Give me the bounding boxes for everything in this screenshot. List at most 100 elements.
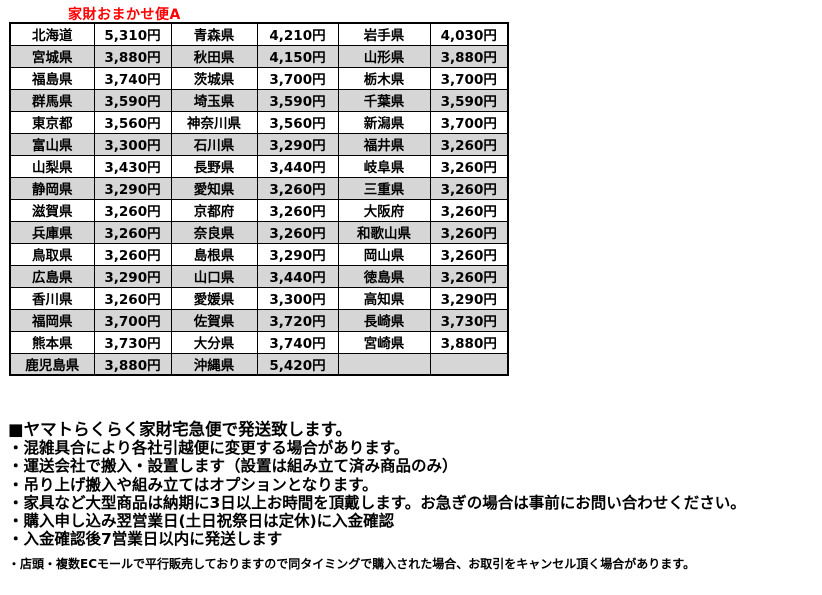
table-row: 福岡県 3,700円 佐賀県 3,720円 長崎県 3,730円: [9, 308, 509, 332]
prefecture-cell: 福井県: [337, 132, 431, 156]
price-cell: 3,260円: [256, 220, 339, 244]
price-cell: 3,700円: [429, 110, 509, 134]
price-cell: 3,730円: [93, 330, 172, 354]
shipping-method-headline: ■ヤマトらくらく家財宅急便で発送致します。: [8, 420, 352, 439]
price-cell: 3,260円: [256, 176, 339, 200]
prefecture-cell: 岩手県: [337, 22, 431, 46]
price-cell: 3,720円: [256, 308, 339, 332]
price-cell: 3,260円: [429, 132, 509, 156]
price-cell: 3,700円: [429, 66, 509, 90]
price-cell: 3,260円: [429, 198, 509, 222]
price-cell: 3,740円: [93, 66, 172, 90]
table-row: 富山県 3,300円 石川県 3,290円 福井県 3,260円: [9, 132, 509, 156]
price-cell: 3,290円: [256, 242, 339, 266]
prefecture-cell: 山梨県: [9, 154, 95, 178]
price-cell: 3,260円: [93, 198, 172, 222]
prefecture-cell: 群馬県: [9, 88, 95, 112]
prefecture-cell: 北海道: [9, 22, 95, 46]
price-cell: 3,260円: [93, 220, 172, 244]
prefecture-cell: 青森県: [170, 22, 258, 46]
prefecture-cell: 富山県: [9, 132, 95, 156]
cancellation-disclaimer: ・店頭・複数ECモールで平行販売しておりますので同タイミングで購入された場合、お…: [8, 557, 696, 571]
price-cell: 3,290円: [429, 286, 509, 310]
prefecture-cell: 福島県: [9, 66, 95, 90]
price-cell: 5,310円: [93, 22, 172, 46]
price-cell: 3,700円: [93, 308, 172, 332]
prefecture-cell: 岐阜県: [337, 154, 431, 178]
price-cell: 3,260円: [93, 242, 172, 266]
prefecture-cell: 三重県: [337, 176, 431, 200]
note-line: ・家具など大型商品は納期に3日以上お時間を頂戴します。お急ぎの場合は事前にお問い…: [8, 493, 746, 512]
price-cell: 3,700円: [256, 66, 339, 90]
prefecture-cell: 山形県: [337, 44, 431, 68]
prefecture-cell: 東京都: [9, 110, 95, 134]
prefecture-cell: 福岡県: [9, 308, 95, 332]
note-line: ・混雑具合により各社引越便に変更する場合があります。: [8, 439, 410, 457]
prefecture-cell: 香川県: [9, 286, 95, 310]
table-row: 群馬県 3,590円 埼玉県 3,590円 千葉県 3,590円: [9, 88, 509, 112]
price-cell: 4,150円: [256, 44, 339, 68]
price-cell: 3,440円: [256, 154, 339, 178]
price-cell: 3,590円: [256, 88, 339, 112]
prefecture-cell: 島根県: [170, 242, 258, 266]
prefecture-cell: 兵庫県: [9, 220, 95, 244]
price-cell: 3,290円: [93, 264, 172, 288]
price-cell: 3,880円: [429, 330, 509, 354]
prefecture-cell: 大阪府: [337, 198, 431, 222]
price-cell: 3,440円: [256, 264, 339, 288]
prefecture-cell: 神奈川県: [170, 110, 258, 134]
table-row: 北海道 5,310円 青森県 4,210円 岩手県 4,030円: [9, 22, 509, 46]
table-row: 宮城県 3,880円 秋田県 4,150円 山形県 3,880円: [9, 44, 509, 68]
prefecture-cell: 埼玉県: [170, 88, 258, 112]
table-row: 鹿児島県 3,880円 沖縄県 5,420円: [9, 352, 509, 376]
price-cell: 4,210円: [256, 22, 339, 46]
price-cell: 3,590円: [429, 88, 509, 112]
prefecture-cell: 熊本県: [9, 330, 95, 354]
price-cell: 3,300円: [93, 132, 172, 156]
table-row: 熊本県 3,730円 大分県 3,740円 宮崎県 3,880円: [9, 330, 509, 354]
price-cell: 3,560円: [256, 110, 339, 134]
notes-list: ・混雑具合により各社引越便に変更する場合があります。 ・運送会社で搬入・設置します…: [8, 439, 746, 549]
price-cell: 3,260円: [93, 286, 172, 310]
table-row: 滋賀県 3,260円 京都府 3,260円 大阪府 3,260円: [9, 198, 509, 222]
price-cell: 3,300円: [256, 286, 339, 310]
prefecture-cell: 長野県: [170, 154, 258, 178]
table-row: 兵庫県 3,260円 奈良県 3,260円 和歌山県 3,260円: [9, 220, 509, 244]
prefecture-cell: 奈良県: [170, 220, 258, 244]
prefecture-cell: 鳥取県: [9, 242, 95, 266]
prefecture-cell: 山口県: [170, 264, 258, 288]
table-row: 広島県 3,290円 山口県 3,440円 徳島県 3,260円: [9, 264, 509, 288]
prefecture-cell: 徳島県: [337, 264, 431, 288]
price-cell: 3,260円: [256, 198, 339, 222]
prefecture-cell: 広島県: [9, 264, 95, 288]
price-cell: 3,260円: [429, 176, 509, 200]
price-cell: 3,730円: [429, 308, 509, 332]
prefecture-cell: 岡山県: [337, 242, 431, 266]
price-cell: 3,880円: [93, 352, 172, 376]
prefecture-cell: 石川県: [170, 132, 258, 156]
price-cell: 3,260円: [429, 264, 509, 288]
prefecture-cell: 佐賀県: [170, 308, 258, 332]
prefecture-cell: [337, 352, 431, 376]
table-row: 鳥取県 3,260円 島根県 3,290円 岡山県 3,260円: [9, 242, 509, 266]
prefecture-cell: 鹿児島県: [9, 352, 95, 376]
prefecture-cell: 長崎県: [337, 308, 431, 332]
prefecture-cell: 和歌山県: [337, 220, 431, 244]
note-line: ・購入申し込み翌営業日(土日祝祭日は定休)に入金確認: [8, 512, 395, 531]
shipping-fee-table: 北海道 5,310円 青森県 4,210円 岩手県 4,030円 宮城県 3,880円 秋田県 4…: [9, 22, 509, 376]
note-line: ・吊り上げ搬入や組み立てはオプションとなります。: [8, 475, 378, 494]
shipping-plan-title: 家財おまかせ便A: [68, 7, 181, 23]
price-cell: 3,260円: [429, 242, 509, 266]
prefecture-cell: 千葉県: [337, 88, 431, 112]
note-line: ・運送会社で搬入・設置します（設置は組み立て済み商品のみ）: [8, 457, 458, 476]
prefecture-cell: 愛媛県: [170, 286, 258, 310]
prefecture-cell: 栃木県: [337, 66, 431, 90]
price-cell: 3,880円: [429, 44, 509, 68]
prefecture-cell: 秋田県: [170, 44, 258, 68]
price-cell: 3,290円: [256, 132, 339, 156]
table-row: 山梨県 3,430円 長野県 3,440円 岐阜県 3,260円: [9, 154, 509, 178]
prefecture-cell: 沖縄県: [170, 352, 258, 376]
table-row: 東京都 3,560円 神奈川県 3,560円 新潟県 3,700円: [9, 110, 509, 134]
price-cell: 3,560円: [93, 110, 172, 134]
